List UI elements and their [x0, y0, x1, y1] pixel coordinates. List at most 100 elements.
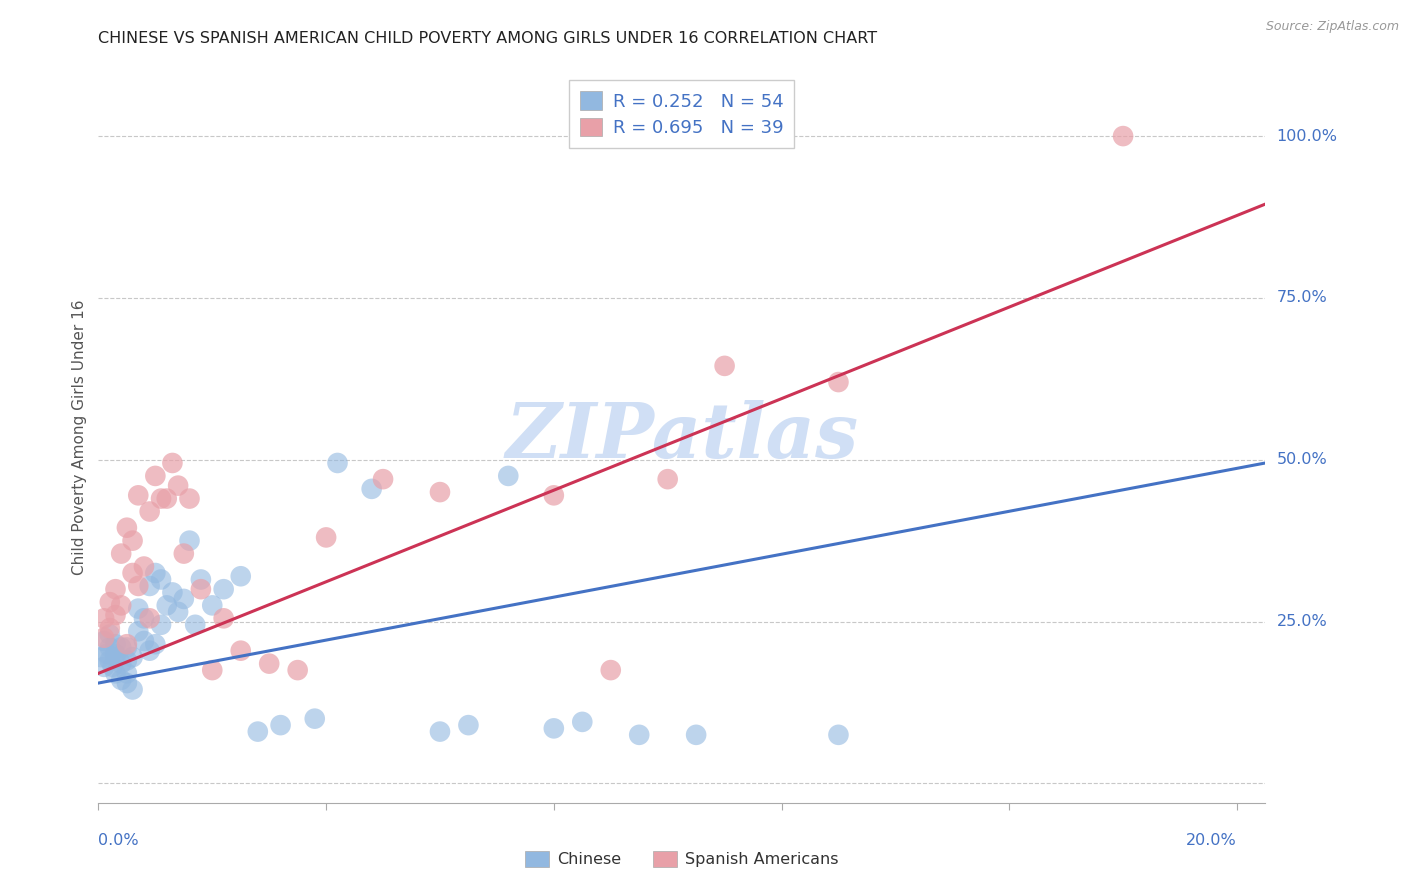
- Text: 75.0%: 75.0%: [1277, 291, 1327, 305]
- Point: [143, 566, 166, 580]
- Point: [498, 469, 520, 483]
- Text: 100.0%: 100.0%: [1277, 128, 1337, 144]
- Point: [104, 582, 127, 597]
- Point: [115, 653, 138, 667]
- Point: [173, 547, 195, 561]
- Point: [98, 627, 121, 641]
- Point: [115, 637, 138, 651]
- Point: [96, 647, 118, 661]
- Point: [543, 722, 565, 736]
- Point: [115, 521, 138, 535]
- Point: [326, 456, 349, 470]
- Point: [93, 611, 115, 625]
- Point: [201, 599, 224, 613]
- Point: [101, 660, 124, 674]
- Point: [98, 595, 121, 609]
- Point: [827, 728, 849, 742]
- Point: [138, 504, 160, 518]
- Point: [121, 682, 143, 697]
- Point: [150, 617, 173, 632]
- Point: [162, 585, 184, 599]
- Point: [127, 624, 149, 639]
- Point: [429, 485, 451, 500]
- Point: [1112, 129, 1135, 144]
- Point: [543, 488, 565, 502]
- Point: [121, 566, 143, 580]
- Point: [173, 591, 195, 606]
- Text: ZIPatlas: ZIPatlas: [505, 401, 859, 474]
- Point: [115, 676, 138, 690]
- Point: [110, 640, 132, 655]
- Point: [167, 605, 190, 619]
- Point: [121, 650, 143, 665]
- Point: [156, 491, 179, 506]
- Point: [360, 482, 382, 496]
- Point: [685, 728, 707, 742]
- Point: [93, 660, 115, 674]
- Point: [138, 643, 160, 657]
- Point: [657, 472, 679, 486]
- Point: [190, 573, 212, 587]
- Point: [93, 634, 115, 648]
- Point: [190, 582, 212, 597]
- Point: [315, 530, 337, 544]
- Point: [179, 491, 201, 506]
- Point: [167, 478, 190, 492]
- Text: Source: ZipAtlas.com: Source: ZipAtlas.com: [1265, 20, 1399, 33]
- Point: [104, 650, 127, 665]
- Point: [138, 611, 160, 625]
- Point: [270, 718, 292, 732]
- Point: [110, 657, 132, 671]
- Point: [457, 718, 479, 732]
- Point: [121, 533, 143, 548]
- Point: [246, 724, 269, 739]
- Point: [571, 714, 593, 729]
- Point: [98, 640, 121, 655]
- Point: [599, 663, 621, 677]
- Legend: Chinese, Spanish Americans: Chinese, Spanish Americans: [517, 843, 846, 875]
- Point: [110, 673, 132, 687]
- Point: [304, 712, 326, 726]
- Point: [150, 491, 173, 506]
- Point: [184, 617, 207, 632]
- Point: [257, 657, 280, 671]
- Point: [93, 631, 115, 645]
- Point: [90, 650, 112, 665]
- Point: [138, 579, 160, 593]
- Point: [628, 728, 651, 742]
- Y-axis label: Child Poverty Among Girls Under 16: Child Poverty Among Girls Under 16: [72, 300, 87, 574]
- Point: [127, 488, 149, 502]
- Point: [104, 647, 127, 661]
- Point: [179, 533, 201, 548]
- Point: [127, 601, 149, 615]
- Point: [201, 663, 224, 677]
- Point: [110, 599, 132, 613]
- Point: [143, 637, 166, 651]
- Point: [371, 472, 394, 486]
- Point: [104, 666, 127, 681]
- Point: [115, 640, 138, 655]
- Text: 20.0%: 20.0%: [1187, 833, 1237, 848]
- Text: CHINESE VS SPANISH AMERICAN CHILD POVERTY AMONG GIRLS UNDER 16 CORRELATION CHART: CHINESE VS SPANISH AMERICAN CHILD POVERT…: [98, 31, 877, 46]
- Point: [827, 375, 849, 389]
- Text: 50.0%: 50.0%: [1277, 452, 1327, 467]
- Point: [104, 637, 127, 651]
- Point: [156, 599, 179, 613]
- Point: [132, 611, 155, 625]
- Point: [229, 569, 252, 583]
- Text: 25.0%: 25.0%: [1277, 614, 1327, 629]
- Point: [287, 663, 309, 677]
- Point: [132, 559, 155, 574]
- Point: [104, 608, 127, 623]
- Point: [110, 547, 132, 561]
- Point: [143, 469, 166, 483]
- Point: [98, 653, 121, 667]
- Point: [713, 359, 735, 373]
- Point: [98, 621, 121, 635]
- Point: [162, 456, 184, 470]
- Point: [127, 579, 149, 593]
- Text: 0.0%: 0.0%: [98, 833, 139, 848]
- Point: [132, 634, 155, 648]
- Point: [429, 724, 451, 739]
- Point: [150, 573, 173, 587]
